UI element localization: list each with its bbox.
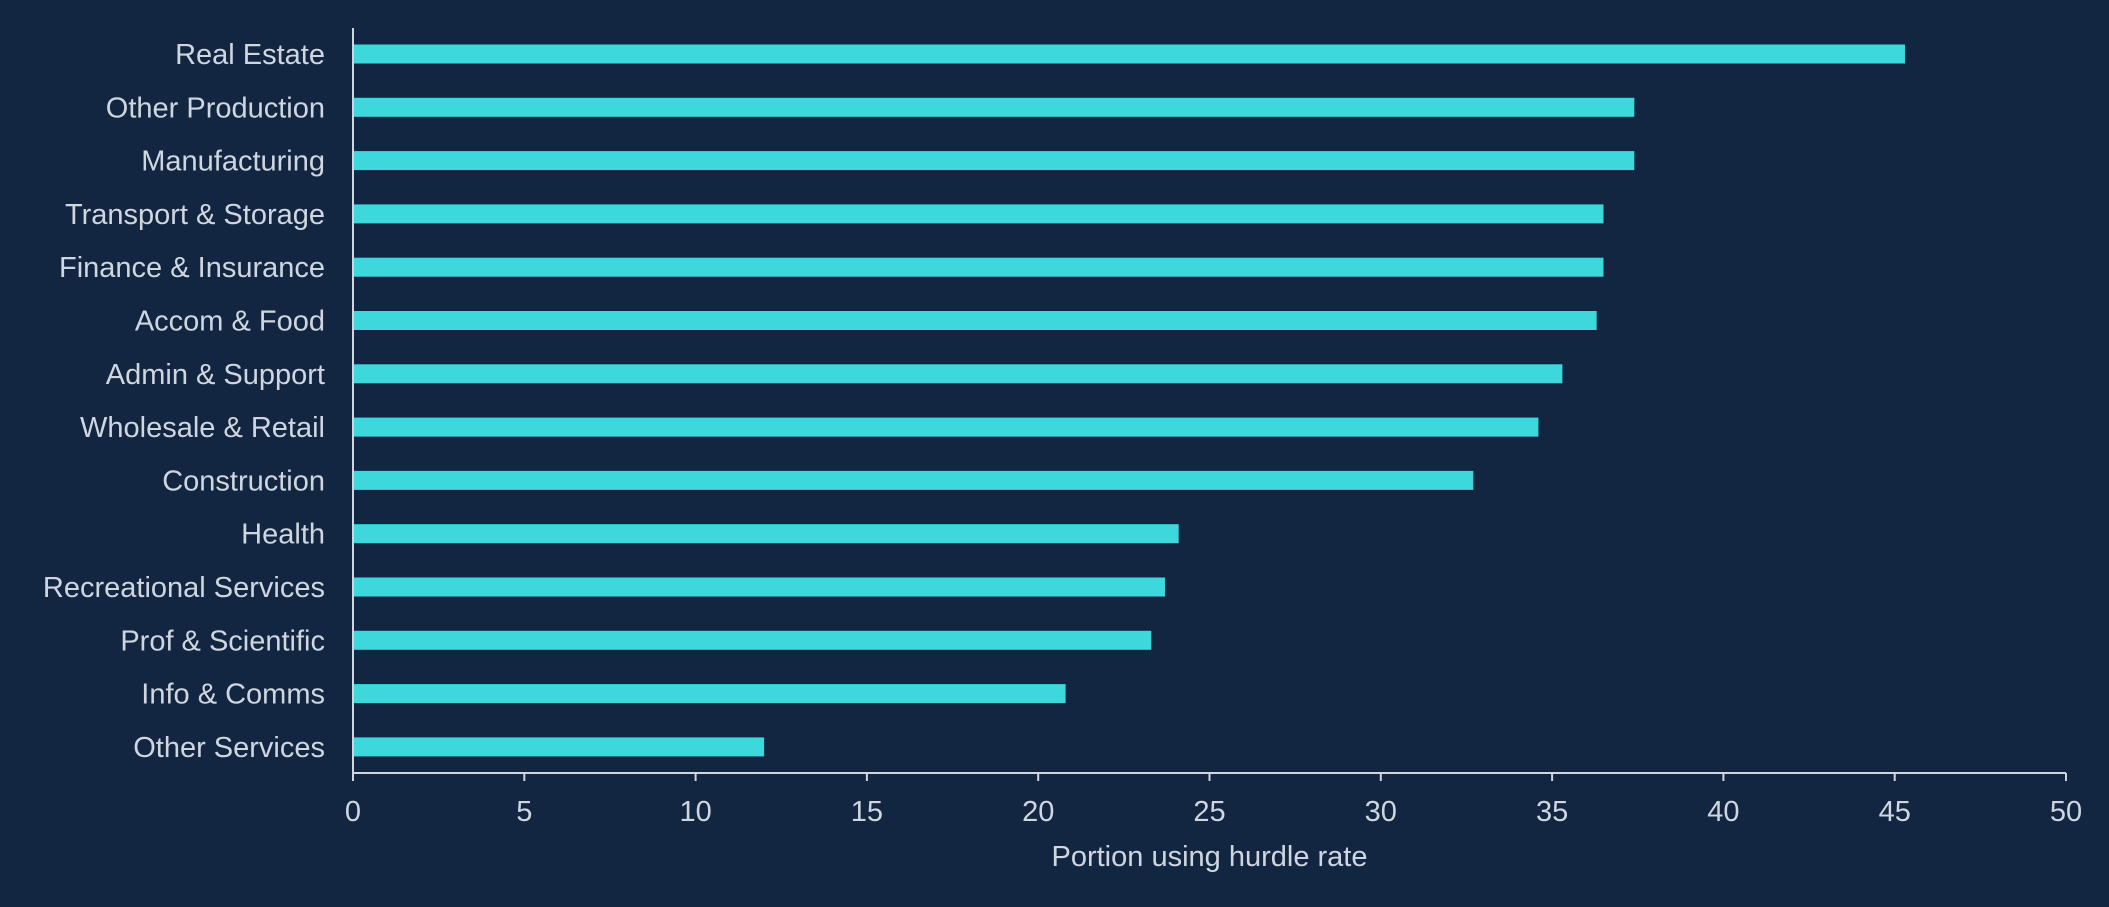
bar [353, 684, 1066, 704]
x-tick-label: 15 [851, 796, 883, 828]
bar [353, 151, 1635, 171]
bar [353, 311, 1597, 330]
y-tick-label: Other Services [133, 732, 325, 764]
x-tick-label: 50 [2050, 796, 2082, 828]
bar [353, 630, 1152, 650]
x-tick-label: 20 [1022, 796, 1054, 828]
y-tick-label: Prof & Scientific [120, 625, 325, 657]
bar [353, 524, 1179, 544]
bar [353, 257, 1604, 277]
y-tick-label: Transport & Storage [65, 199, 325, 231]
y-tick-label: Info & Comms [141, 679, 325, 711]
x-tick-label: 35 [1536, 796, 1568, 828]
y-tick-label: Admin & Support [106, 359, 325, 391]
bar [353, 364, 1563, 384]
bar [353, 44, 1905, 64]
y-tick-label: Recreational Services [43, 572, 325, 604]
y-tick-label: Accom & Food [135, 306, 325, 338]
bar [353, 97, 1635, 117]
x-ticks: 0 5 10 15 20 25 30 35 40 45 50 [345, 773, 2082, 828]
y-tick-labels: Real Estate Other Production Manufacturing… [43, 39, 325, 764]
bar [353, 577, 1165, 597]
x-tick-label: 25 [1193, 796, 1225, 828]
x-tick-label: 0 [345, 796, 361, 828]
y-tick-label: Manufacturing [141, 146, 325, 178]
bar [353, 417, 1539, 437]
x-tick-label: 45 [1879, 796, 1911, 828]
bars-layer [353, 44, 1905, 757]
x-axis-title: Portion using hurdle rate [1052, 841, 1368, 873]
y-tick-label: Real Estate [175, 39, 325, 71]
x-tick-label: 5 [516, 796, 532, 828]
y-tick-label: Finance & Insurance [59, 252, 325, 284]
bar [353, 737, 765, 757]
bar [353, 204, 1604, 224]
x-tick-label: 40 [1707, 796, 1739, 828]
y-tick-label: Other Production [106, 92, 325, 124]
y-tick-label: Construction [162, 465, 325, 497]
y-tick-label: Wholesale & Retail [80, 412, 325, 444]
x-tick-label: 30 [1365, 796, 1397, 828]
y-tick-label: Health [241, 519, 325, 551]
axes-layer [352, 28, 2066, 774]
bar [353, 470, 1474, 490]
x-tick-label: 10 [679, 796, 711, 828]
